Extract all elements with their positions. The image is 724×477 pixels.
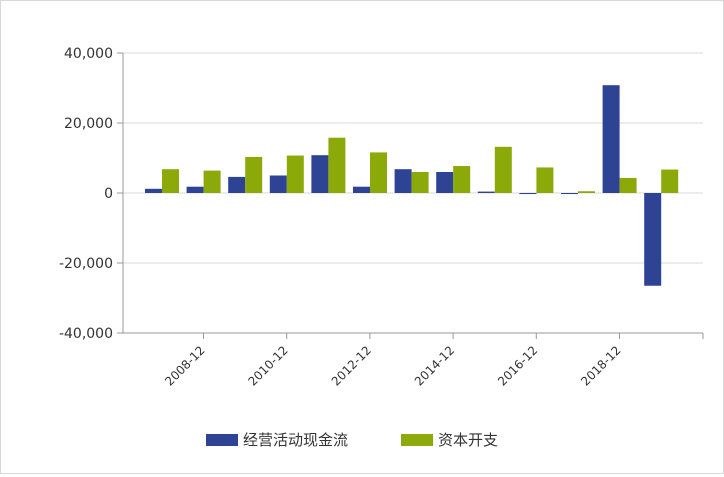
bar — [394, 169, 412, 193]
bar — [186, 186, 204, 193]
bar — [311, 155, 329, 193]
bar — [494, 146, 512, 193]
bar — [661, 169, 679, 193]
bar — [162, 169, 179, 193]
y-tick-label: 0 — [104, 186, 113, 202]
bar — [228, 176, 246, 193]
x-tick-label: 2012-12 — [329, 343, 374, 388]
y-tick-label: -20,000 — [59, 256, 113, 272]
bar — [644, 193, 662, 286]
y-tick-label: 40,000 — [64, 46, 113, 62]
bar — [353, 186, 370, 193]
bar — [370, 152, 387, 193]
x-tick-label: 2010-12 — [245, 343, 290, 388]
bar — [536, 167, 554, 193]
legend-label: 经营活动现金流 — [243, 431, 348, 449]
y-axis-ticks: 40,000 20,000 0 -20,000 -40,000 — [59, 46, 123, 342]
y-tick-label: 20,000 — [64, 116, 113, 132]
bar — [578, 191, 595, 193]
bar — [245, 156, 263, 193]
bar — [477, 191, 495, 193]
x-tick-label: 2018-12 — [578, 343, 623, 388]
bar — [411, 172, 429, 193]
y-tick-label: -40,000 — [59, 326, 113, 342]
bar — [203, 170, 221, 193]
bar — [436, 172, 454, 193]
x-tick-label: 2014-12 — [412, 343, 457, 388]
bar — [286, 155, 304, 193]
bar — [328, 137, 346, 193]
bar — [602, 85, 620, 193]
bar — [519, 193, 537, 195]
bar — [145, 188, 162, 193]
legend-swatch — [206, 434, 238, 446]
axes — [122, 53, 703, 334]
x-tick-label: 2008-12 — [162, 343, 207, 388]
x-axis-ticks: 2008-12 2010-12 2012-12 2014-12 2016-12 2018-… — [162, 333, 704, 389]
bars — [145, 85, 679, 286]
bar — [561, 193, 578, 195]
bar — [619, 177, 637, 193]
bar — [269, 175, 287, 193]
x-tick-label: 2016-12 — [495, 343, 540, 388]
bar — [453, 166, 471, 193]
legend: 经营活动现金流 资本开支 — [206, 431, 498, 449]
legend-swatch — [401, 434, 433, 446]
legend-label: 资本开支 — [438, 431, 498, 449]
